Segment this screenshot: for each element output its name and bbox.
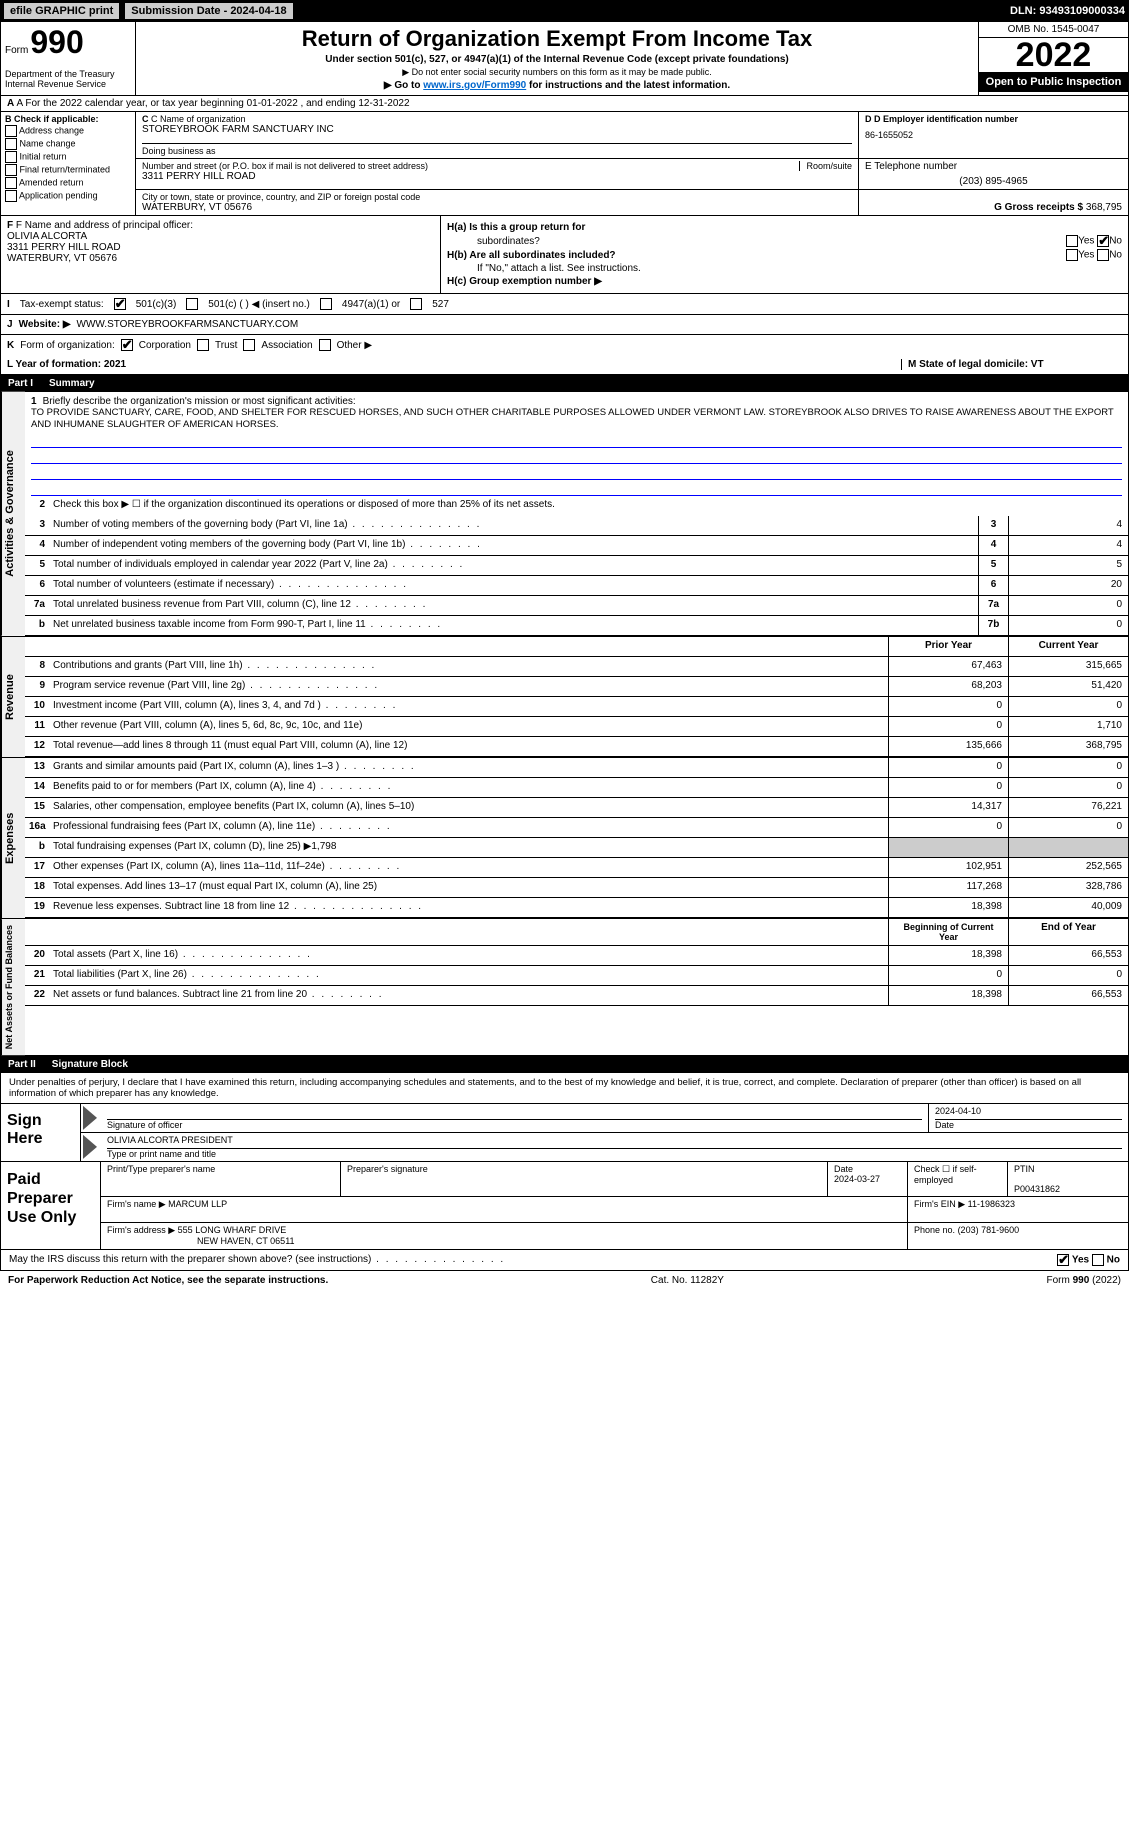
form-subtitle-3: ▶ Go to www.irs.gov/Form990 for instruct…	[142, 80, 972, 91]
top-bar: efile GRAPHIC print Submission Date - 20…	[0, 0, 1129, 22]
part-2-header: Part II Signature Block	[0, 1056, 1129, 1073]
submission-date-button[interactable]: Submission Date - 2024-04-18	[125, 3, 292, 19]
row-j-website: J Website: ▶ WWW.STOREYBROOKFARMSANCTUAR…	[0, 315, 1129, 335]
summary-revenue: Revenue Prior YearCurrent Year 8Contribu…	[0, 637, 1129, 758]
arrow-icon	[83, 1106, 97, 1130]
discuss-row: May the IRS discuss this return with the…	[0, 1250, 1129, 1271]
association-checkbox[interactable]	[243, 339, 255, 351]
application-pending-checkbox[interactable]: Application pending	[5, 190, 131, 202]
address-city: City or town, state or province, country…	[136, 190, 858, 215]
side-tab-expenses: Expenses	[1, 758, 25, 918]
box-e-phone: E Telephone number (203) 895-4965	[858, 159, 1128, 189]
mission-block: 1Briefly describe the organization's mis…	[25, 392, 1128, 496]
summary-expenses: Expenses 13Grants and similar amounts pa…	[0, 758, 1129, 919]
form-header: Form 990 Department of the Treasury Inte…	[0, 22, 1129, 96]
arrow-icon	[83, 1135, 97, 1159]
irs-link[interactable]: www.irs.gov/Form990	[423, 80, 526, 91]
efile-button[interactable]: efile GRAPHIC print	[4, 3, 119, 19]
signature-intro: Under penalties of perjury, I declare th…	[0, 1073, 1129, 1104]
box-f-officer: F F Name and address of principal office…	[1, 216, 441, 293]
discuss-yes-checkbox[interactable]	[1057, 1254, 1069, 1266]
row-i-status: I Tax-exempt status: 501(c)(3) 501(c) ( …	[0, 294, 1129, 315]
name-change-checkbox[interactable]: Name change	[5, 138, 131, 150]
side-tab-netassets: Net Assets or Fund Balances	[1, 919, 25, 1055]
sign-here-block: Sign Here Signature of officer 2024-04-1…	[0, 1104, 1129, 1162]
dept-label: Department of the Treasury Internal Reve…	[5, 69, 131, 89]
col-b-checkboxes: B Check if applicable: Address change Na…	[1, 112, 136, 215]
address-street: Number and street (or P.O. box if mail i…	[136, 159, 858, 189]
501c-checkbox[interactable]	[186, 298, 198, 310]
form-title: Return of Organization Exempt From Incom…	[142, 26, 972, 52]
box-c-name: C C Name of organization STOREYBROOK FAR…	[136, 112, 858, 158]
initial-return-checkbox[interactable]: Initial return	[5, 151, 131, 163]
side-tab-revenue: Revenue	[1, 637, 25, 757]
form-subtitle-2: ▶ Do not enter social security numbers o…	[142, 67, 972, 78]
summary-netassets: Net Assets or Fund Balances Beginning of…	[0, 919, 1129, 1056]
row-k-form-org: K Form of organization: Corporation Trus…	[0, 335, 1129, 355]
dln-label: DLN: 93493109000334	[1010, 5, 1125, 17]
discuss-no-checkbox[interactable]	[1092, 1254, 1104, 1266]
box-d-ein: D D Employer identification number 86-16…	[858, 112, 1128, 158]
final-return-checkbox[interactable]: Final return/terminated	[5, 164, 131, 176]
row-a-tax-year: A A For the 2022 calendar year, or tax y…	[0, 96, 1129, 112]
entity-block: B Check if applicable: Address change Na…	[0, 112, 1129, 216]
box-h-group: H(a) Is this a group return for subordin…	[441, 216, 1128, 293]
open-inspection-badge: Open to Public Inspection	[979, 72, 1128, 92]
form-subtitle-1: Under section 501(c), 527, or 4947(a)(1)…	[142, 54, 972, 65]
trust-checkbox[interactable]	[197, 339, 209, 351]
row-lm: L Year of formation: 2021 M State of leg…	[0, 355, 1129, 375]
box-g-receipts: G Gross receipts $ 368,795	[858, 190, 1128, 215]
footer: For Paperwork Reduction Act Notice, see …	[0, 1271, 1129, 1290]
501c3-checkbox[interactable]	[114, 298, 126, 310]
part-1-header: Part I Summary	[0, 375, 1129, 392]
amended-return-checkbox[interactable]: Amended return	[5, 177, 131, 189]
corporation-checkbox[interactable]	[121, 339, 133, 351]
tax-year: 2022	[979, 38, 1128, 72]
paid-preparer-block: Paid Preparer Use Only Print/Type prepar…	[0, 1162, 1129, 1250]
fgh-row: F F Name and address of principal office…	[0, 216, 1129, 294]
address-change-checkbox[interactable]: Address change	[5, 125, 131, 137]
other-checkbox[interactable]	[319, 339, 331, 351]
4947-checkbox[interactable]	[320, 298, 332, 310]
side-tab-governance: Activities & Governance	[1, 392, 25, 636]
form-number: Form 990	[5, 24, 131, 61]
527-checkbox[interactable]	[410, 298, 422, 310]
summary-governance: Activities & Governance 1Briefly describ…	[0, 392, 1129, 637]
